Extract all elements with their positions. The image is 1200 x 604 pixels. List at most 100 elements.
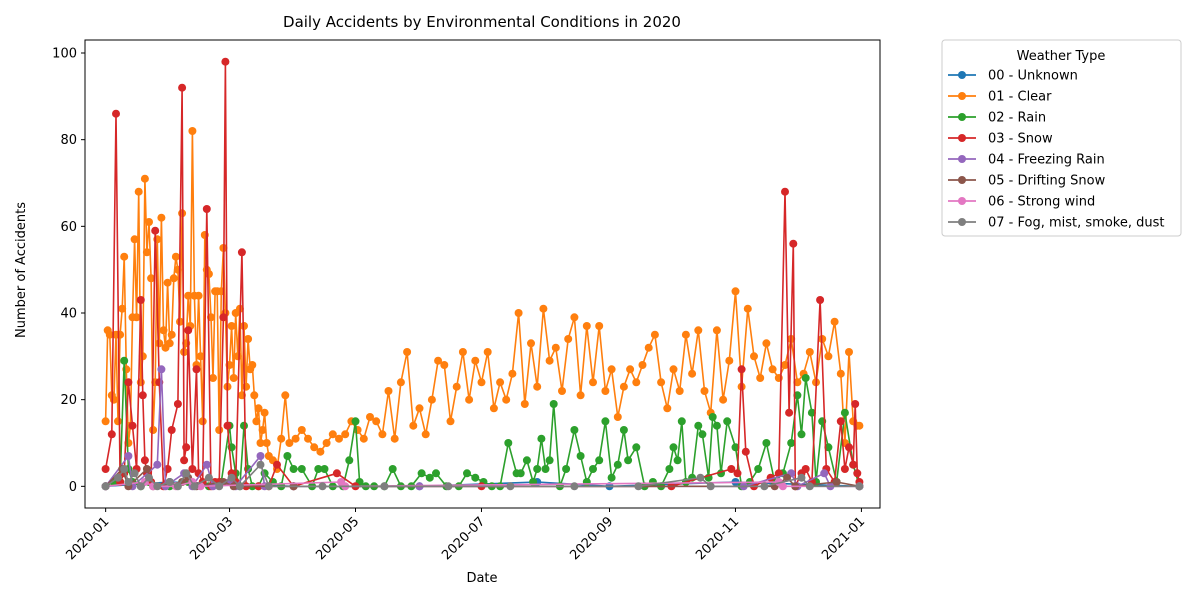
series-point: [708, 413, 717, 421]
series-point: [741, 447, 750, 456]
series-point: [130, 235, 139, 244]
legend-swatch-marker: [958, 155, 966, 163]
series-point: [417, 469, 426, 478]
legend-swatch-marker: [958, 218, 966, 226]
series-point: [644, 343, 653, 352]
series-point: [120, 252, 129, 261]
series-point: [471, 356, 480, 365]
series-point: [840, 465, 849, 473]
legend-entry-label: 01 - Clear: [988, 90, 1052, 105]
series-point: [165, 339, 174, 348]
legend-frame: [941, 39, 1182, 237]
x-tick-label: 2020-07: [439, 514, 488, 563]
series-point: [173, 265, 182, 274]
series-point: [733, 469, 742, 478]
legend-swatch-marker: [958, 92, 966, 100]
series-point: [781, 187, 789, 196]
series-point: [157, 213, 166, 222]
series-point: [132, 313, 141, 322]
series-point: [601, 387, 610, 395]
series-point: [845, 443, 853, 452]
series-point: [194, 291, 203, 300]
series-point: [694, 326, 703, 335]
series-point: [182, 469, 191, 478]
series-point: [607, 365, 616, 374]
series-7: [101, 460, 864, 491]
series-point: [328, 430, 337, 439]
series-point: [508, 369, 517, 378]
series-point: [277, 434, 286, 443]
series-point: [138, 352, 147, 361]
series-point: [204, 473, 213, 482]
series-point: [192, 365, 201, 374]
legend-swatch-marker: [958, 176, 966, 184]
series-point: [145, 218, 153, 226]
series-point: [198, 417, 207, 426]
series-point: [632, 378, 641, 387]
series-point: [124, 452, 133, 460]
series-point: [138, 391, 147, 400]
series-point: [665, 465, 674, 473]
series-point: [341, 430, 350, 439]
series-point: [657, 378, 666, 387]
series-point: [688, 369, 697, 378]
series-point: [221, 57, 230, 66]
series-point: [477, 378, 486, 387]
series-point: [157, 365, 166, 374]
series-point: [366, 413, 374, 421]
series-point: [378, 430, 387, 439]
legend-entry-label: 03 - Snow: [988, 132, 1053, 147]
series-point: [173, 400, 182, 408]
series-point: [167, 330, 176, 339]
series-point: [558, 387, 566, 395]
series-point: [147, 274, 156, 283]
x-tick-label: 2020-05: [313, 514, 362, 563]
series-point: [731, 443, 740, 452]
series-point: [244, 335, 253, 343]
series-point: [797, 473, 806, 482]
series-point: [537, 434, 546, 443]
series-point: [209, 374, 217, 382]
series-point: [589, 378, 597, 387]
series-line-1: [104, 130, 860, 472]
y-tick-label: 100: [52, 47, 77, 62]
series-point: [227, 322, 236, 330]
series-point: [105, 330, 114, 339]
series-point: [297, 465, 306, 473]
series-point: [595, 456, 604, 465]
series-point: [785, 408, 794, 417]
series-point: [696, 473, 705, 482]
series-point: [677, 417, 686, 426]
series-point: [801, 465, 810, 473]
series-point: [754, 465, 763, 473]
series-point: [601, 417, 610, 426]
series-point: [233, 352, 242, 361]
series-point: [781, 361, 789, 369]
series-point: [549, 400, 558, 408]
series-point: [101, 417, 110, 426]
series-point: [545, 456, 554, 465]
series-point: [165, 478, 174, 486]
legend-swatch-marker: [958, 71, 966, 79]
plot-area: [101, 57, 864, 491]
series-point: [632, 443, 641, 452]
series-point: [262, 439, 271, 447]
series-point: [184, 326, 193, 335]
series-point: [320, 465, 329, 473]
series-point: [136, 296, 145, 304]
series-point: [229, 482, 238, 491]
series-point: [673, 456, 682, 465]
series-point: [252, 417, 261, 426]
series-point: [840, 408, 849, 417]
series-point: [415, 404, 424, 413]
series-point: [750, 352, 758, 361]
series-point: [223, 421, 232, 430]
series-point: [446, 417, 455, 426]
series-point: [440, 361, 449, 369]
series-point: [283, 452, 292, 460]
series-point: [112, 109, 120, 118]
series-point: [285, 439, 294, 447]
series-point: [248, 361, 257, 369]
series-point: [533, 465, 542, 473]
series-point: [109, 395, 118, 404]
